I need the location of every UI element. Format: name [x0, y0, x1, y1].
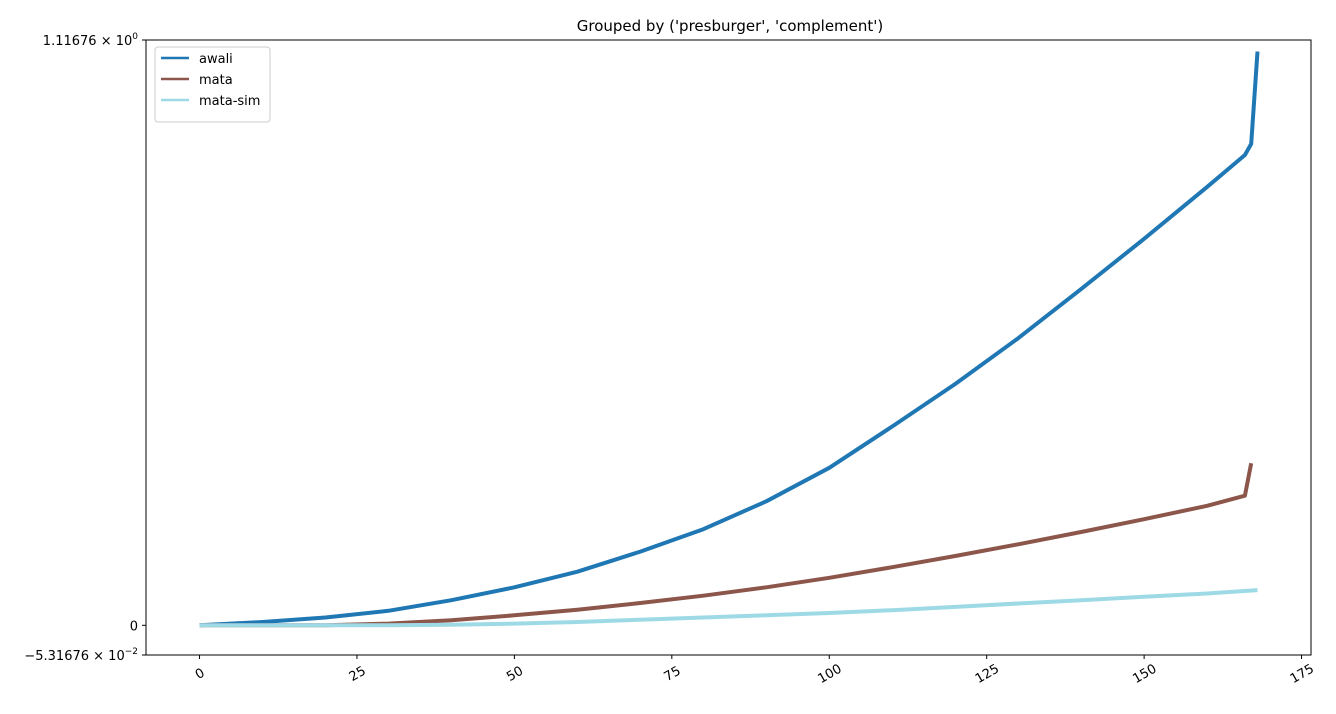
- chart-title: Grouped by ('presburger', 'complement'): [577, 17, 884, 35]
- series-layer: [199, 51, 1260, 628]
- legend-label-awali: awali: [199, 52, 233, 67]
- series-line-mata-sim: [199, 588, 1258, 628]
- y-tick-label: 0: [130, 619, 138, 634]
- legend-box: [154, 46, 271, 123]
- x-tick-label: 75: [662, 664, 684, 685]
- x-tick-label: 25: [347, 664, 369, 685]
- legend-label-mata: mata: [199, 73, 233, 88]
- plot-frame: [145, 39, 1312, 656]
- y-axis: 1.11676 × 100 0 −5.31676 × 10−2: [24, 32, 146, 664]
- series-line-awali: [199, 51, 1260, 628]
- legend-label-mata-sim: mata-sim: [199, 94, 260, 109]
- y-tick-label: 1.11676 × 100: [43, 32, 138, 49]
- y-tick-label: −5.31676 × 10−2: [24, 647, 138, 664]
- legend: awali mata mata-sim: [154, 46, 271, 123]
- x-tick-label: 50: [504, 664, 526, 685]
